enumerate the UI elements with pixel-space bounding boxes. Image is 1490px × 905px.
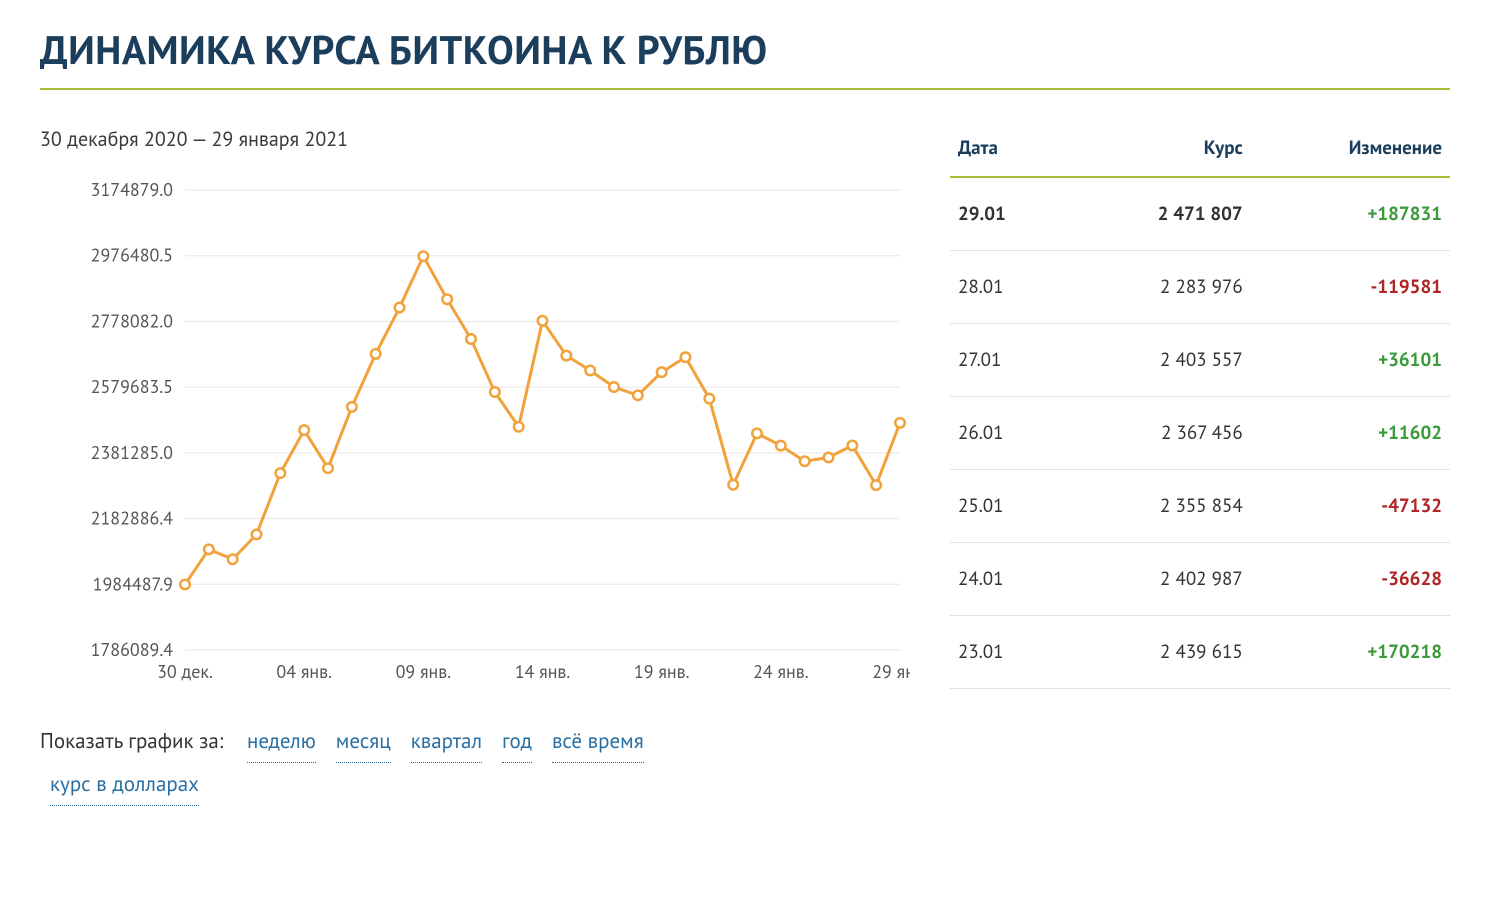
cell-date: 27.01 [950, 324, 1066, 397]
content-row: 30 декабря 2020 — 29 января 2021 1786089… [40, 126, 1450, 806]
x-tick-label: 14 янв. [515, 660, 571, 683]
cell-change: +36101 [1251, 324, 1450, 397]
cell-rate: 2 439 615 [1066, 616, 1250, 689]
cell-date: 28.01 [950, 251, 1066, 324]
cell-rate: 2 367 456 [1066, 397, 1250, 470]
table-row: 29.012 471 807+187831 [950, 177, 1450, 251]
cell-change: +170218 [1251, 616, 1450, 689]
x-tick-label: 19 янв. [634, 660, 690, 683]
x-tick-label: 04 янв. [276, 660, 332, 683]
cell-rate: 2 403 557 [1066, 324, 1250, 397]
x-tick-label: 29 янв. [872, 660, 910, 683]
range-link[interactable]: квартал [411, 720, 482, 763]
range-link[interactable]: всё время [552, 720, 644, 763]
x-tick-label: 24 янв. [753, 660, 809, 683]
table-column: Дата Курс Изменение 29.012 471 807+18783… [950, 126, 1450, 689]
x-tick-label: 09 янв. [396, 660, 452, 683]
cell-change: +11602 [1251, 397, 1450, 470]
cell-rate: 2 355 854 [1066, 470, 1250, 543]
y-tick-label: 2976480.5 [91, 244, 173, 267]
cell-rate: 2 471 807 [1066, 177, 1250, 251]
cell-change: -119581 [1251, 251, 1450, 324]
rate-table: Дата Курс Изменение 29.012 471 807+18783… [950, 126, 1450, 689]
col-change: Изменение [1251, 126, 1450, 177]
x-tick-label: 30 дек. [157, 660, 213, 683]
cell-date: 26.01 [950, 397, 1066, 470]
cell-change: -47132 [1251, 470, 1450, 543]
table-row: 26.012 367 456+11602 [950, 397, 1450, 470]
line-chart: 1786089.4 1984487.9 2182886.4 2381285.0 2579… [40, 180, 910, 690]
y-tick-label: 2381285.0 [91, 441, 174, 464]
col-date: Дата [950, 126, 1066, 177]
y-tick-label: 1786089.4 [91, 638, 174, 661]
table-row: 27.012 403 557+36101 [950, 324, 1450, 397]
table-row: 24.012 402 987-36628 [950, 543, 1450, 616]
cell-date: 25.01 [950, 470, 1066, 543]
cell-date: 24.01 [950, 543, 1066, 616]
table-row: 28.012 283 976-119581 [950, 251, 1450, 324]
cell-rate: 2 402 987 [1066, 543, 1250, 616]
y-tick-label: 2182886.4 [91, 507, 174, 530]
date-range-label: 30 декабря 2020 — 29 января 2021 [40, 126, 910, 152]
col-rate: Курс [1066, 126, 1250, 177]
page-title: ДИНАМИКА КУРСА БИТКОИНА К РУБЛЮ [40, 24, 1450, 76]
range-link[interactable]: месяц [336, 720, 391, 763]
y-tick-label: 2579683.5 [91, 375, 173, 398]
table-row: 23.012 439 615+170218 [950, 616, 1450, 689]
range-link-label: Показать график за: [40, 727, 223, 754]
table-row: 25.012 355 854-47132 [950, 470, 1450, 543]
range-link[interactable]: курс в долларах [50, 763, 199, 806]
y-tick-label: 1984487.9 [93, 572, 173, 595]
cell-change: +187831 [1251, 177, 1450, 251]
title-underline [40, 88, 1450, 90]
cell-rate: 2 283 976 [1066, 251, 1250, 324]
cell-date: 23.01 [950, 616, 1066, 689]
chart-column: 30 декабря 2020 — 29 января 2021 1786089… [40, 126, 910, 806]
chart-svg: 1786089.4 1984487.9 2182886.4 2381285.0 2579… [40, 180, 910, 690]
y-tick-label: 3174879.0 [91, 180, 174, 201]
y-tick-label: 2778082.0 [91, 309, 174, 332]
cell-change: -36628 [1251, 543, 1450, 616]
range-link[interactable]: год [502, 720, 532, 763]
table-header-row: Дата Курс Изменение [950, 126, 1450, 177]
cell-date: 29.01 [950, 177, 1066, 251]
range-link-row: Показать график за: неделю месяц квартал го… [40, 720, 910, 806]
range-link[interactable]: неделю [247, 720, 316, 763]
